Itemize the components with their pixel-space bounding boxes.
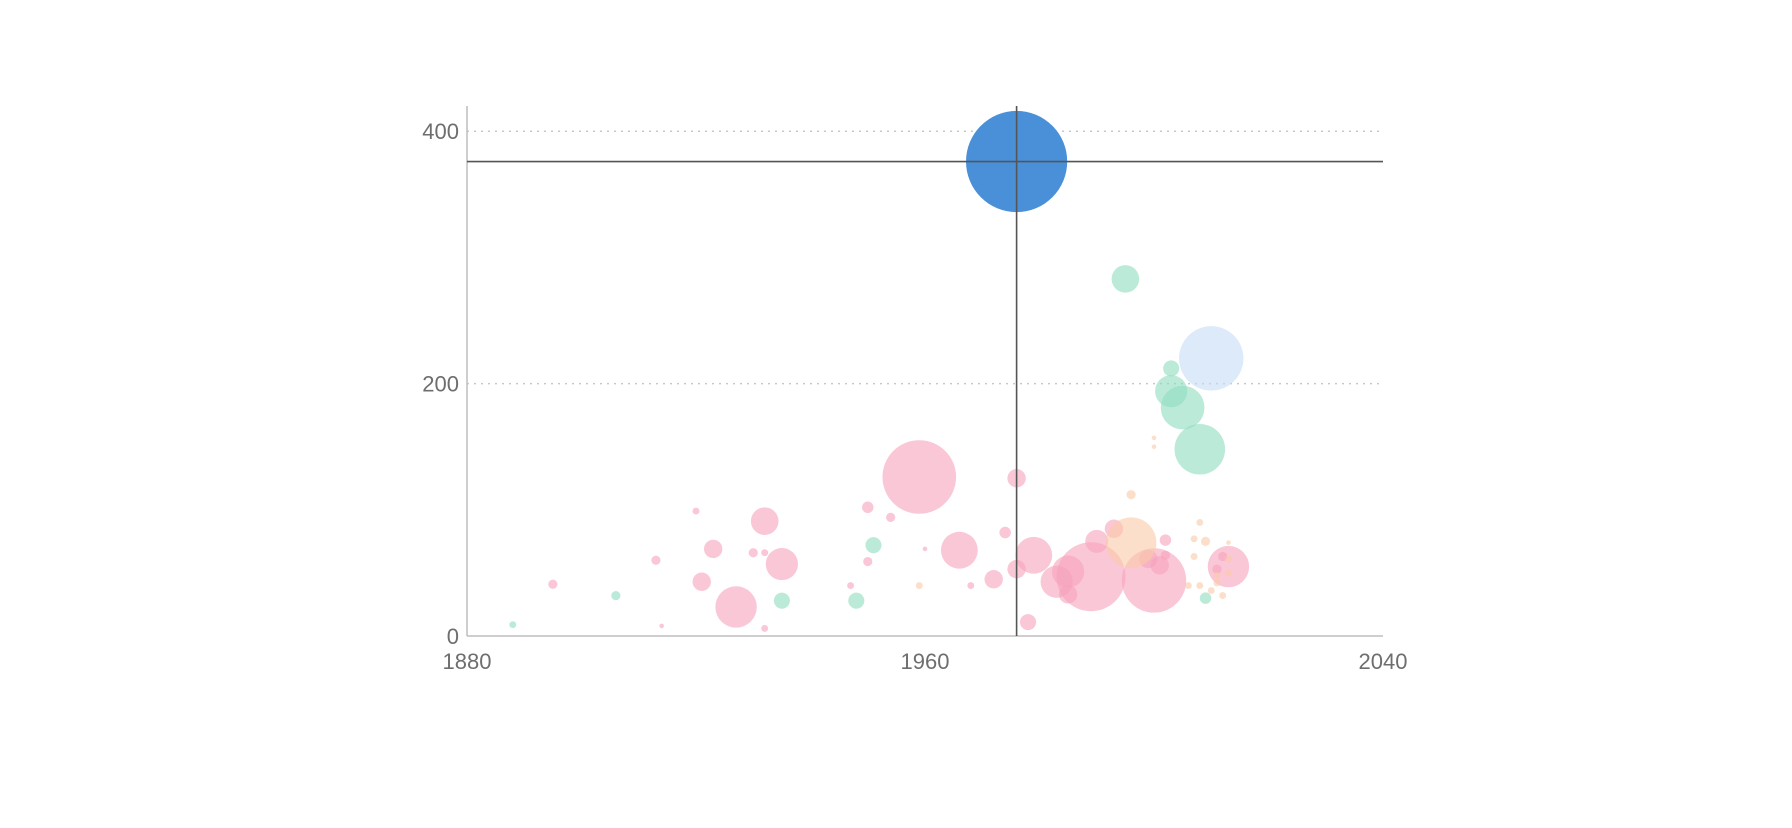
bubble-series2-point15 xyxy=(1226,540,1231,545)
bubble-series2-point9 xyxy=(1196,582,1204,589)
bubble-series0-point12 xyxy=(847,582,855,589)
crosshair-layer xyxy=(467,106,1383,636)
bubble-series0-point13 xyxy=(863,556,873,567)
bubble-series0-point25 xyxy=(1015,536,1053,574)
bubble-series2-point11 xyxy=(1207,587,1215,595)
bubble-series1-point10 xyxy=(1199,592,1212,604)
bubble-series0-point0 xyxy=(548,579,558,589)
bubble-series0-point39 xyxy=(1212,564,1222,574)
bubble-layer xyxy=(509,265,1250,632)
bubble-series1-point4 xyxy=(865,537,882,554)
bubble-series2-point10 xyxy=(1200,536,1211,546)
bubble-series2-point1 xyxy=(1126,490,1136,500)
x-tick-label-1960: 1960 xyxy=(901,649,950,674)
bubble-series2-point6 xyxy=(1190,535,1198,543)
bubble-series0-point2 xyxy=(659,623,664,629)
bubble-series0-point8 xyxy=(750,507,779,535)
bubble-series0-point20 xyxy=(984,570,1003,589)
bubble-series2-point17 xyxy=(1224,569,1232,577)
bubble-series2-point7 xyxy=(1190,553,1198,560)
bubble-series0-point29 xyxy=(1056,542,1126,612)
bubble-series0-point24 xyxy=(1020,614,1037,631)
bubble-series0-point14 xyxy=(862,501,874,514)
y-tick-label-0: 0 xyxy=(447,624,459,649)
bubble-series1-point2 xyxy=(773,592,790,609)
bubble-series0-point11 xyxy=(765,547,798,581)
tick-label-layer: 0 200 400 1880 1960 2040 xyxy=(422,119,1407,674)
bubble-series0-point4 xyxy=(692,572,711,591)
bubble-series0-point5 xyxy=(703,539,723,559)
bubble-series2-point2 xyxy=(1105,517,1157,568)
grid-layer xyxy=(467,130,1383,385)
bubble-series0-point36 xyxy=(1160,550,1171,560)
bubble-series2-point12 xyxy=(1213,579,1221,587)
bubble-series2-point14 xyxy=(1219,592,1227,600)
bubble-series2-point3 xyxy=(1151,435,1157,441)
bubble-series1-point0 xyxy=(509,621,517,629)
bubble-series0-point10 xyxy=(761,624,769,632)
bubble-series1-point3 xyxy=(848,592,865,609)
bubble-series0-point19 xyxy=(967,582,975,589)
bubble-series0-point9 xyxy=(761,549,769,557)
bubble-series0-point35 xyxy=(1159,534,1172,546)
bubble-series0-point6 xyxy=(715,586,757,628)
bubble-series0-point3 xyxy=(692,507,700,515)
bubble-series0-point34 xyxy=(1150,556,1169,575)
bubble-series3-point0 xyxy=(1179,326,1244,391)
bubble-series1-point8 xyxy=(1160,385,1205,430)
x-tick-label-2040: 2040 xyxy=(1359,649,1408,674)
bubble-series1-point9 xyxy=(1174,423,1226,475)
bubble-series1-point6 xyxy=(1163,360,1180,377)
y-tick-label-400: 400 xyxy=(422,119,459,144)
bubble-series0-point16 xyxy=(882,440,957,514)
x-tick-label-1880: 1880 xyxy=(443,649,492,674)
bubble-series2-point8 xyxy=(1196,518,1204,526)
bubble-series2-point16 xyxy=(1224,555,1232,563)
bubble-series2-point4 xyxy=(1151,444,1157,450)
bubble-series0-point17 xyxy=(922,546,928,552)
bubble-series2-point13 xyxy=(1213,571,1221,579)
bubble-series0-point15 xyxy=(886,512,896,522)
y-tick-label-200: 200 xyxy=(422,372,459,397)
bubble-series0-point1 xyxy=(651,555,661,565)
bubble-series0-point18 xyxy=(940,531,978,569)
bubble-series0-point7 xyxy=(748,548,758,558)
bubble-series2-point5 xyxy=(1184,582,1192,589)
bubble-series1-point1 xyxy=(611,591,621,601)
bubble-series1-point5 xyxy=(1111,265,1140,293)
bubble-series0-point30 xyxy=(1085,529,1109,553)
axis-layer xyxy=(466,106,1383,637)
bubble-series2-point0 xyxy=(915,582,923,589)
bubble-series0-point21 xyxy=(999,526,1011,539)
